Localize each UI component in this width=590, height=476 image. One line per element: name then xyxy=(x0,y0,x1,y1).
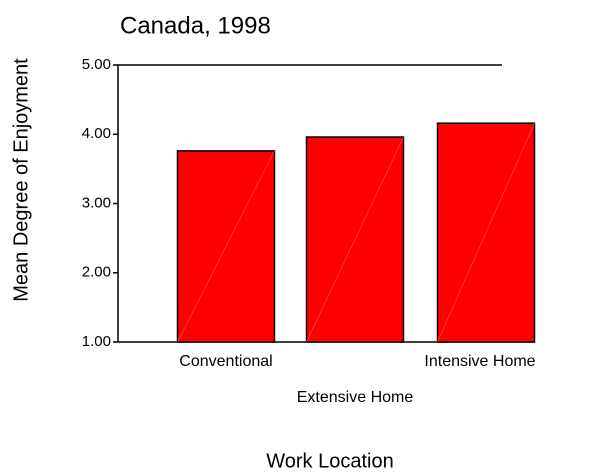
x-tick-label: Conventional xyxy=(179,353,272,370)
y-tick-label: 3.00 xyxy=(82,194,111,211)
bar-sheen xyxy=(437,123,535,343)
chart-title: Canada, 1998 xyxy=(120,12,271,39)
x-tick-label: Intensive Home xyxy=(424,353,535,370)
x-axis-label: Work Location xyxy=(266,450,393,472)
y-tick-label: 1.00 xyxy=(82,333,111,350)
x-tick-label: Extensive Home xyxy=(297,389,414,406)
y-axis-label: Mean Degree of Enjoyment xyxy=(10,58,32,302)
y-tick-label: 5.00 xyxy=(82,56,111,73)
y-tick-label: 2.00 xyxy=(82,264,111,281)
bar-sheen xyxy=(177,150,275,343)
y-tick-label: 4.00 xyxy=(82,125,111,142)
bar-sheen xyxy=(306,136,404,343)
